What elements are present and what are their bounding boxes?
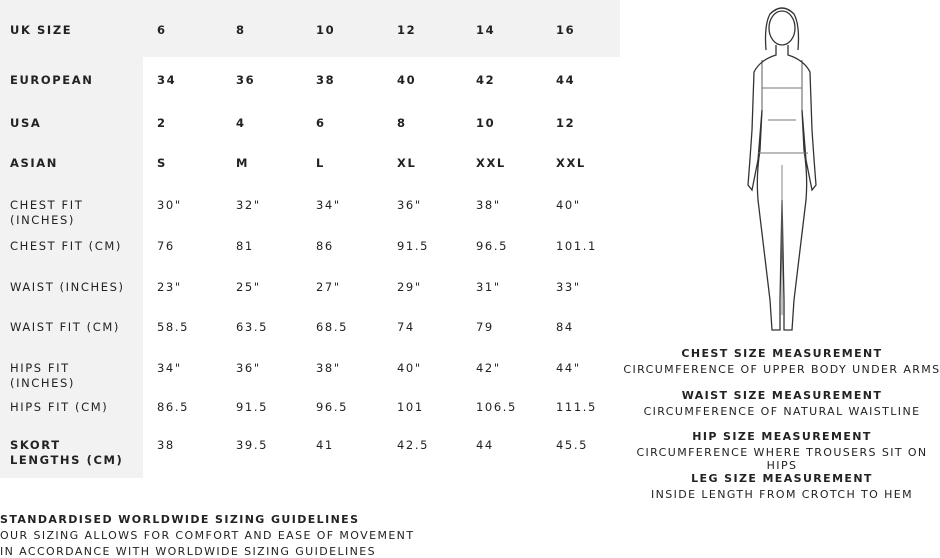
header-size: 6 <box>157 23 167 37</box>
cell: XXL <box>556 156 586 170</box>
cell: 23" <box>157 280 182 294</box>
cell: 74 <box>397 320 415 334</box>
cell: 86.5 <box>157 400 190 414</box>
cell: 25" <box>236 280 261 294</box>
cell: 39.5 <box>236 438 269 452</box>
cell: 44 <box>476 438 494 452</box>
row-label: WAIST (INCHES) <box>10 280 125 294</box>
cell: L <box>316 156 325 170</box>
cell: 81 <box>236 239 254 253</box>
cell: 79 <box>476 320 494 334</box>
row-label: CHEST FIT (INCHES) <box>10 198 84 227</box>
cell: 42.5 <box>397 438 430 452</box>
cell: M <box>236 156 250 170</box>
cell: 34" <box>316 198 341 212</box>
cell: 10 <box>476 116 496 130</box>
cell: 91.5 <box>236 400 269 414</box>
cell: 29" <box>397 280 422 294</box>
measurement-description: CIRCUMFERENCE WHERE TROUSERS SIT ON HIPS <box>636 446 928 472</box>
cell: 40 <box>397 73 417 87</box>
cell: 36 <box>236 73 256 87</box>
footer-title: STANDARDISED WORLDWIDE SIZING GUIDELINES <box>0 513 360 526</box>
label-column <box>0 57 143 478</box>
cell: 91.5 <box>397 239 430 253</box>
cell: 58.5 <box>157 320 190 334</box>
cell: XXL <box>476 156 506 170</box>
cell: 86 <box>316 239 334 253</box>
cell: 36" <box>397 198 422 212</box>
row-label: SKORT LENGTHS (CM) <box>10 438 124 467</box>
header-size: 12 <box>397 23 417 37</box>
cell: 42 <box>476 73 496 87</box>
row-label: USA <box>10 116 42 130</box>
cell: 63.5 <box>236 320 269 334</box>
cell: 45.5 <box>556 438 589 452</box>
cell: XL <box>397 156 417 170</box>
cell: 33" <box>556 280 581 294</box>
cell: 4 <box>236 116 246 130</box>
measurement-title: CHEST SIZE MEASUREMENT <box>681 347 883 360</box>
row-label: HIPS FIT (INCHES) <box>10 361 76 390</box>
cell: 38 <box>157 438 175 452</box>
header-band <box>0 0 620 57</box>
cell: 34" <box>157 361 182 375</box>
cell: 12 <box>556 116 576 130</box>
cell: 40" <box>397 361 422 375</box>
cell: 44" <box>556 361 581 375</box>
header-size: 16 <box>556 23 576 37</box>
cell: 27" <box>316 280 341 294</box>
cell: 96.5 <box>316 400 349 414</box>
measurement-description: INSIDE LENGTH FROM CROTCH TO HEM <box>650 487 914 501</box>
cell: 2 <box>157 116 167 130</box>
header-label: UK SIZE <box>10 23 73 37</box>
cell: 111.5 <box>556 400 597 414</box>
row-label: WAIST FIT (CM) <box>10 320 120 334</box>
row-label: CHEST FIT (CM) <box>10 239 122 253</box>
measurement-title: LEG SIZE MEASUREMENT <box>691 471 873 485</box>
measurement-description: CIRCUMFERENCE OF UPPER BODY UNDER ARMS <box>623 363 940 376</box>
cell: 101 <box>397 400 424 414</box>
cell: 68.5 <box>316 320 349 334</box>
cell: 76 <box>157 239 175 253</box>
footer-line: OUR SIZING ALLOWS FOR COMFORT AND EASE O… <box>0 529 415 542</box>
footer-line: IN ACCORDANCE WITH WORLDWIDE SIZING GUID… <box>0 544 376 558</box>
row-label: EUROPEAN <box>10 73 94 87</box>
cell: 30" <box>157 198 182 212</box>
cell: 41 <box>316 438 334 452</box>
row-label: ASIAN <box>10 156 58 170</box>
cell: 38" <box>316 361 341 375</box>
header-size: 8 <box>236 23 246 37</box>
cell: 44 <box>556 73 576 87</box>
row-label: HIPS FIT (CM) <box>10 400 109 414</box>
cell: 84 <box>556 320 574 334</box>
header-size: 14 <box>476 23 496 37</box>
measurement-title: HIP SIZE MEASUREMENT <box>692 430 872 443</box>
cell: 32" <box>236 198 261 212</box>
cell: 8 <box>397 116 407 130</box>
measurement-title: WAIST SIZE MEASUREMENT <box>681 388 883 402</box>
measurement-description: CIRCUMFERENCE OF NATURAL WAISTLINE <box>643 404 921 418</box>
figure <box>747 7 817 331</box>
header-size: 10 <box>316 23 336 37</box>
cell: 6 <box>316 116 326 130</box>
cell: S <box>157 156 167 170</box>
cell: 31" <box>476 280 501 294</box>
cell: 106.5 <box>476 400 517 414</box>
cell: 40" <box>556 198 581 212</box>
cell: 36" <box>236 361 261 375</box>
cell: 42" <box>476 361 501 375</box>
cell: 96.5 <box>476 239 509 253</box>
cell: 38 <box>316 73 336 87</box>
cell: 38" <box>476 198 501 212</box>
cell: 101.1 <box>556 239 597 253</box>
cell: 34 <box>157 73 177 87</box>
